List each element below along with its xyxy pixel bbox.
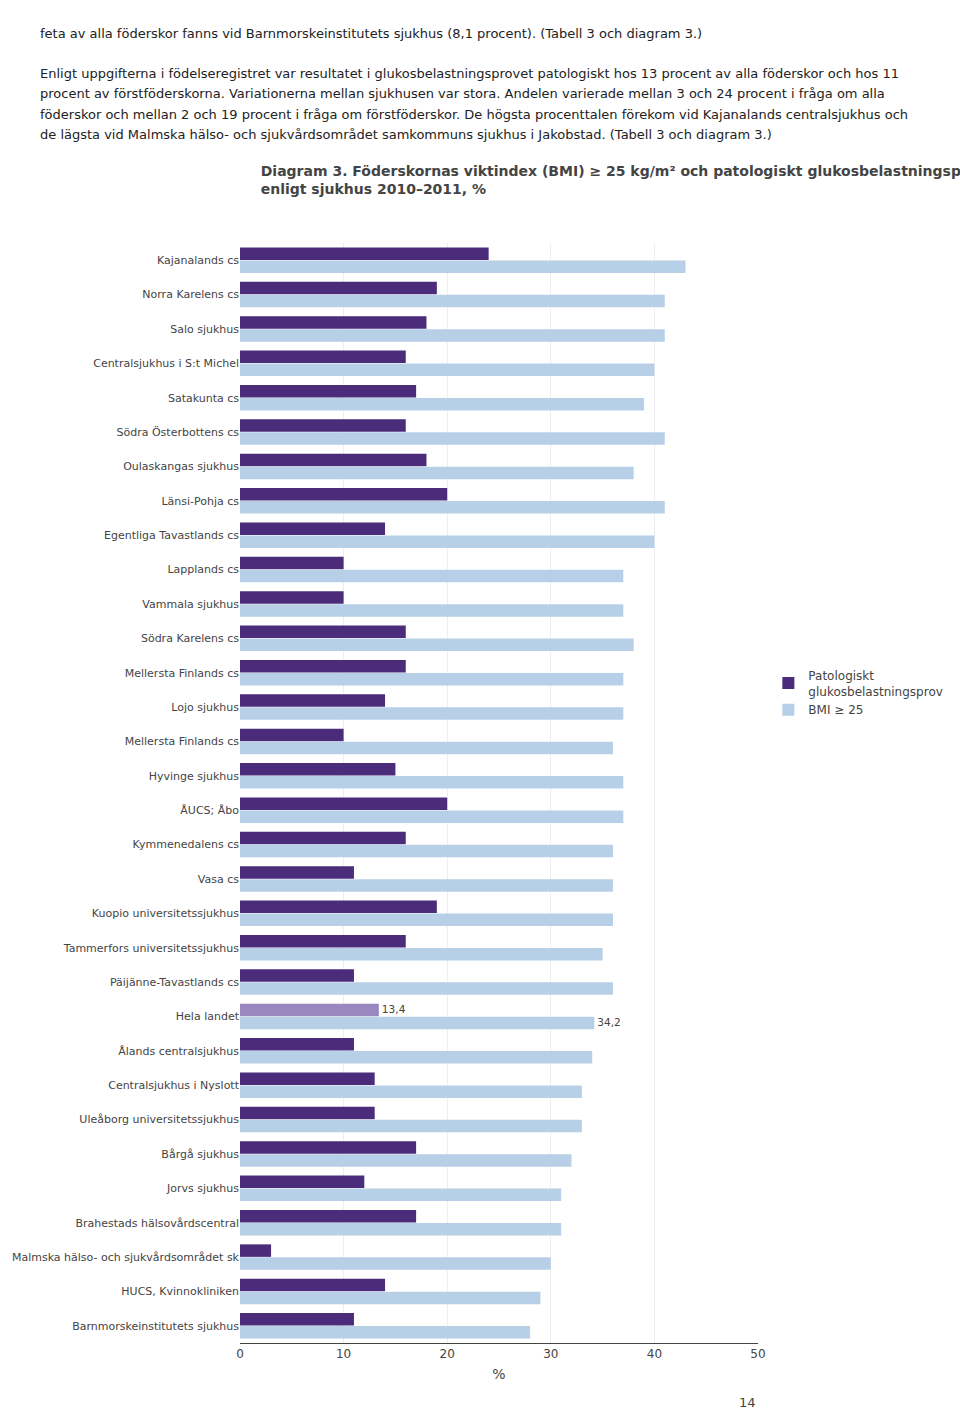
svg-text:Jorvs sjukhus: Jorvs sjukhus bbox=[166, 1182, 239, 1195]
svg-text:Uleåborg universitetssjukhus: Uleåborg universitetssjukhus bbox=[79, 1113, 239, 1126]
svg-text:Ålands centralsjukhus: Ålands centralsjukhus bbox=[118, 1045, 239, 1058]
svg-text:Lapplands cs: Lapplands cs bbox=[167, 563, 239, 576]
svg-text:Mellersta Finlands cs: Mellersta Finlands cs bbox=[125, 666, 240, 679]
svg-text:Kymmenedalens cs: Kymmenedalens cs bbox=[133, 838, 240, 851]
svg-text:Lojo sjukhus: Lojo sjukhus bbox=[171, 701, 239, 714]
svg-text:40: 40 bbox=[647, 1347, 662, 1361]
svg-text:Malmska hälso- och sjukvårdsom: Malmska hälso- och sjukvårdsområdet sk bbox=[12, 1251, 240, 1264]
svg-text:BMI ≥ 25: BMI ≥ 25 bbox=[808, 703, 863, 717]
svg-text:ÅUCS; Åbo: ÅUCS; Åbo bbox=[180, 804, 239, 817]
svg-text:Patologisktglukosbelastningspr: Patologisktglukosbelastningsprov bbox=[808, 669, 942, 699]
svg-text:30: 30 bbox=[543, 1347, 558, 1361]
html-text:feta av alla föderskor fanns v: feta av alla föderskor fanns vid Barnmor… bbox=[40, 26, 913, 142]
svg-text:%: % bbox=[492, 1366, 505, 1382]
svg-text:50: 50 bbox=[750, 1347, 765, 1361]
svg-text:Centralsjukhus i S:t Michel: Centralsjukhus i S:t Michel bbox=[93, 357, 239, 370]
svg-text:Vammala sjukhus: Vammala sjukhus bbox=[142, 598, 239, 611]
svg-text:Päijänne-Tavastlands cs: Päijänne-Tavastlands cs bbox=[110, 976, 239, 989]
svg-text:14: 14 bbox=[739, 1395, 756, 1410]
svg-text:Hela landet: Hela landet bbox=[176, 1010, 240, 1023]
svg-text:Oulaskangas sjukhus: Oulaskangas sjukhus bbox=[123, 460, 239, 473]
svg-text:Brahestads hälsovårdscentral: Brahestads hälsovårdscentral bbox=[76, 1216, 240, 1229]
svg-text:Egentliga Tavastlands cs: Egentliga Tavastlands cs bbox=[104, 529, 239, 542]
svg-text:Hyvinge sjukhus: Hyvinge sjukhus bbox=[149, 770, 240, 783]
svg-text:Satakunta cs: Satakunta cs bbox=[168, 391, 239, 404]
svg-text:Vasa cs: Vasa cs bbox=[198, 873, 239, 886]
svg-text:Kajanalands cs: Kajanalands cs bbox=[157, 254, 239, 267]
svg-text:Södra Karelens cs: Södra Karelens cs bbox=[141, 632, 239, 645]
svg-text:Mellersta Finlands cs: Mellersta Finlands cs bbox=[125, 735, 240, 748]
svg-text:Diagram 3. Föderskornas viktin: Diagram 3. Föderskornas viktindex (BMI) … bbox=[261, 163, 960, 197]
svg-text:Salo sjukhus: Salo sjukhus bbox=[170, 323, 239, 336]
svg-text:Tammerfors universitetssjukhus: Tammerfors universitetssjukhus bbox=[63, 941, 239, 954]
svg-text:20: 20 bbox=[440, 1347, 455, 1361]
svg-text:Bårgå sjukhus: Bårgå sjukhus bbox=[161, 1148, 239, 1161]
svg-text:HUCS, Kvinnokliniken: HUCS, Kvinnokliniken bbox=[121, 1285, 239, 1298]
svg-text:Kuopio universitetssjukhus: Kuopio universitetssjukhus bbox=[92, 907, 239, 920]
svg-text:Länsi-Pohja cs: Länsi-Pohja cs bbox=[161, 495, 239, 508]
svg-text:Norra Karelens cs: Norra Karelens cs bbox=[142, 288, 239, 301]
svg-text:13,4: 13,4 bbox=[382, 1003, 406, 1015]
svg-text:Centralsjukhus i Nyslott: Centralsjukhus i Nyslott bbox=[108, 1079, 239, 1092]
svg-text:Barnmorskeinstitutets sjukhus: Barnmorskeinstitutets sjukhus bbox=[72, 1320, 239, 1333]
svg-text:34,2: 34,2 bbox=[597, 1016, 621, 1028]
svg-text:10: 10 bbox=[336, 1347, 351, 1361]
svg-text:0: 0 bbox=[236, 1347, 244, 1361]
svg-text:Södra Österbottens cs: Södra Österbottens cs bbox=[116, 426, 239, 439]
